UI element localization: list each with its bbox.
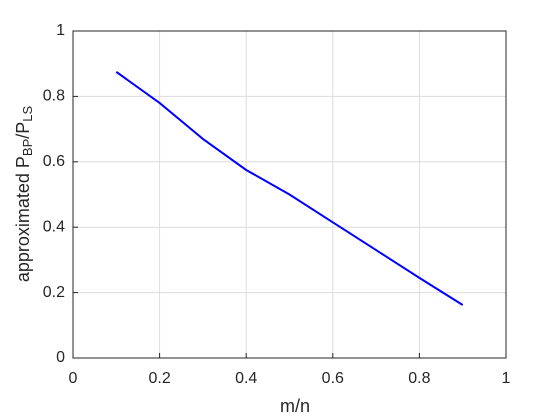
x-tick-label: 0.2 [148, 370, 170, 387]
y-label-part: approximated P [13, 156, 33, 282]
y-tick-label: 0.4 [43, 218, 65, 235]
y-label-sub: LS [20, 106, 35, 122]
x-tick-label: 0 [69, 370, 78, 387]
y-label-part: /P [13, 122, 33, 139]
axes-box [72, 30, 507, 359]
y-axis-label: approximated PBP/PLS [13, 106, 36, 283]
x-tick-label: 0.8 [408, 370, 430, 387]
y-label-sub: BP [20, 139, 35, 156]
y-tick-label: 0.6 [43, 153, 65, 170]
y-tick-label: 1 [56, 22, 65, 39]
y-tick-label: 0 [56, 349, 65, 366]
x-tick-label: 0.4 [235, 370, 257, 387]
y-tick-label: 0.2 [43, 284, 65, 301]
data-line [115, 71, 464, 306]
x-axis-label: m/n [280, 396, 310, 416]
x-tick-label: 1 [502, 370, 511, 387]
x-tick-label: 0.6 [322, 370, 344, 387]
y-tick-label: 0.8 [43, 88, 65, 105]
